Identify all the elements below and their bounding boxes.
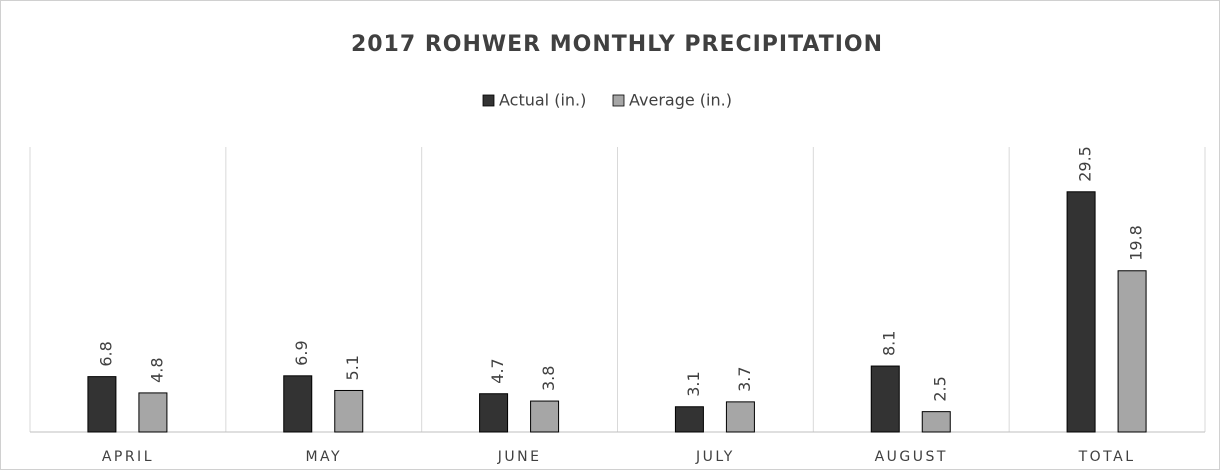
bar	[870, 365, 900, 433]
bar	[725, 401, 755, 433]
data-label: 2.5	[931, 376, 950, 401]
data-label: 3.8	[539, 366, 558, 391]
data-label: 29.5	[1076, 146, 1095, 182]
bar	[1117, 270, 1147, 433]
bar	[530, 400, 560, 433]
data-label: 3.1	[684, 371, 703, 396]
bar	[479, 393, 509, 433]
legend-swatch	[612, 94, 625, 107]
x-tick-label: MAY	[305, 449, 342, 465]
x-tick-label: AUGUST	[875, 449, 948, 465]
bar	[283, 375, 313, 433]
data-label: 19.8	[1127, 225, 1146, 261]
legend-label: Average (in.)	[629, 91, 732, 110]
data-label: 6.8	[96, 341, 115, 366]
x-tick-label: TOTAL	[1078, 449, 1136, 465]
data-label: 3.7	[735, 366, 754, 391]
data-label: 5.1	[343, 355, 362, 380]
bar	[138, 392, 168, 433]
x-tick-label: APRIL	[102, 449, 154, 465]
bar	[334, 389, 364, 433]
legend-label: Actual (in.)	[499, 91, 586, 110]
x-tick-label: JUNE	[497, 449, 542, 465]
legend-swatch	[482, 94, 495, 107]
data-label: 4.8	[147, 357, 166, 382]
data-label: 4.7	[488, 358, 507, 383]
bar	[1066, 191, 1096, 433]
x-tick-label: JULY	[695, 449, 735, 465]
bar	[87, 376, 117, 433]
bar	[674, 406, 704, 433]
data-label: 6.9	[292, 340, 311, 365]
data-label: 8.1	[880, 331, 899, 356]
chart-title: 2017 ROHWER MONTHLY PRECIPITATION	[351, 32, 883, 57]
bar	[921, 411, 951, 433]
